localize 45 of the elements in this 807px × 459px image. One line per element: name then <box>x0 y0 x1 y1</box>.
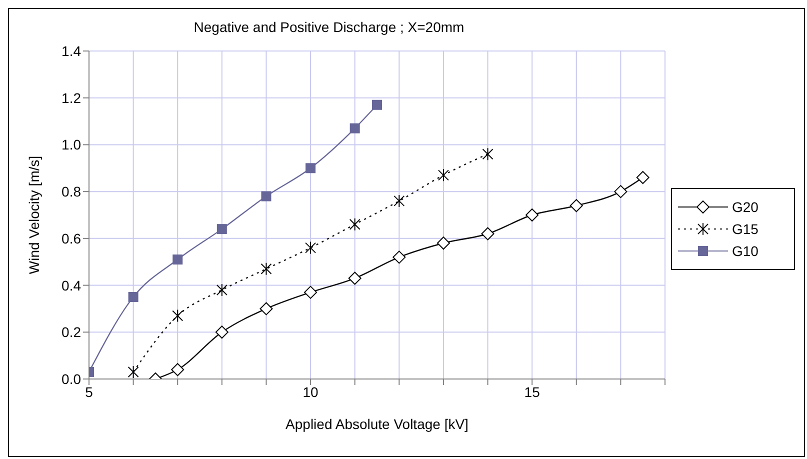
point <box>349 218 360 231</box>
y-tick-label: 0.8 <box>62 184 82 200</box>
point <box>216 224 227 234</box>
point <box>394 194 405 208</box>
y-tick-label: 0.2 <box>62 324 82 340</box>
point <box>128 292 138 302</box>
y-axis-title: Wind Velocity [m/s] <box>26 156 42 274</box>
y-tick-label: 0.6 <box>62 230 82 246</box>
x-tick-label: 10 <box>302 384 319 400</box>
point <box>305 241 316 254</box>
chart-title: Negative and Positive Discharge ; X=20mm <box>192 19 466 35</box>
y-tick-label: 0.0 <box>62 370 82 387</box>
point <box>128 365 139 378</box>
y-tick-label: 1.0 <box>62 136 82 153</box>
legend-label: G10 <box>732 243 758 259</box>
point <box>216 283 228 296</box>
x-axis-title: Applied Absolute Voltage [kV] <box>286 416 468 432</box>
y-tick-label: 0.4 <box>62 277 82 294</box>
point <box>172 254 183 265</box>
point <box>438 168 449 182</box>
point <box>436 236 450 250</box>
point <box>570 199 583 212</box>
point <box>350 123 360 134</box>
x-tick-label: 5 <box>85 384 94 400</box>
point <box>392 250 406 264</box>
point <box>260 262 272 276</box>
point <box>304 286 318 299</box>
point <box>172 309 184 322</box>
point <box>636 171 650 184</box>
y-tick-label: 1.4 <box>62 42 82 59</box>
point <box>261 191 272 202</box>
point <box>526 208 539 222</box>
x-tick-label: 15 <box>524 384 540 400</box>
y-tick-label: 1.2 <box>62 90 82 106</box>
legend-label: G20 <box>732 199 758 215</box>
point <box>171 363 184 376</box>
point <box>260 302 273 316</box>
point <box>306 163 316 174</box>
point <box>215 326 228 339</box>
point <box>482 148 494 161</box>
point <box>481 227 494 240</box>
legend-label: G15 <box>732 221 758 237</box>
point <box>372 100 382 110</box>
point <box>614 185 628 198</box>
point <box>348 272 362 285</box>
